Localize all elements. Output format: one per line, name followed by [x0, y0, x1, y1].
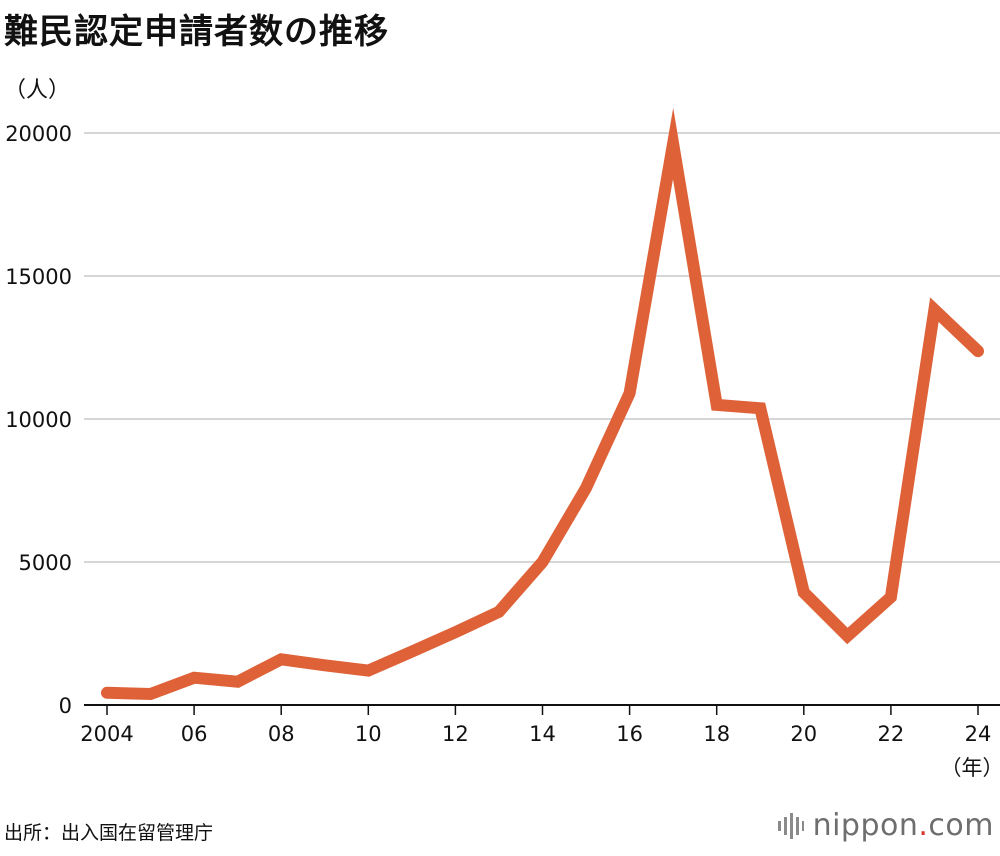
data-point-2008: [275, 653, 287, 665]
data-point-2023: [928, 304, 940, 316]
data-point-2010: [362, 665, 374, 677]
data-point-2006: [188, 672, 200, 684]
data-point-2020: [798, 586, 810, 598]
y-axis-unit-label: （人）: [4, 78, 71, 103]
x-tick-label-2012: 12: [442, 722, 469, 746]
line-chart: 0 5000 10000 15000 20000 2004 06 08 10 12 14 16 18 20…: [5, 107, 1000, 780]
x-tick-label-2024: 24: [965, 722, 992, 746]
data-point-2014: [537, 556, 549, 568]
data-point-2007: [232, 676, 244, 688]
series-line-applicants: [101, 107, 984, 701]
data-point-2012: [449, 626, 461, 638]
logo-text-nippon: nippon: [812, 808, 919, 843]
y-tick-label-5000: 5000: [19, 551, 72, 575]
data-point-2017: [667, 138, 679, 150]
nippon-com-logo[interactable]: nippon. com: [777, 808, 994, 843]
data-point-2019: [754, 402, 766, 414]
logo-dot: .: [918, 808, 929, 843]
data-point-2015: [580, 482, 592, 494]
data-point-2011: [406, 646, 418, 658]
x-tick-label-2018: 18: [703, 722, 730, 746]
data-point-2024: [972, 345, 984, 357]
x-tick-label-2014: 14: [529, 722, 556, 746]
data-point-2013: [493, 606, 505, 618]
x-tick-label-2008: 08: [268, 722, 295, 746]
x-tick-label-2006: 06: [181, 722, 208, 746]
data-point-2009: [319, 659, 331, 671]
source-note: 出所：出入国在留管理庁: [4, 822, 214, 844]
data-point-2018: [711, 399, 723, 411]
data-point-2004: [101, 687, 113, 699]
y-tick-label-10000: 10000: [5, 408, 72, 432]
logo-text-com: com: [928, 808, 994, 843]
y-tick-label-20000: 20000: [5, 122, 72, 146]
chart-title: 難民認定申請者数の推移: [4, 12, 389, 52]
x-axis-unit-label: （年）: [941, 756, 1000, 780]
x-tick-label-2022: 22: [878, 722, 905, 746]
y-tick-label-0: 0: [59, 694, 72, 718]
logo-bars-icon: [777, 812, 804, 839]
x-tick-label-2016: 16: [616, 722, 643, 746]
data-point-2021: [841, 630, 853, 642]
data-point-2016: [624, 387, 636, 399]
data-point-2022: [885, 591, 897, 603]
y-tick-label-15000: 15000: [5, 265, 72, 289]
x-tick-label-2010: 10: [355, 722, 382, 746]
x-tick-label-2004: 2004: [80, 722, 133, 746]
x-tick-label-2020: 20: [790, 722, 817, 746]
data-point-2005: [145, 688, 157, 700]
